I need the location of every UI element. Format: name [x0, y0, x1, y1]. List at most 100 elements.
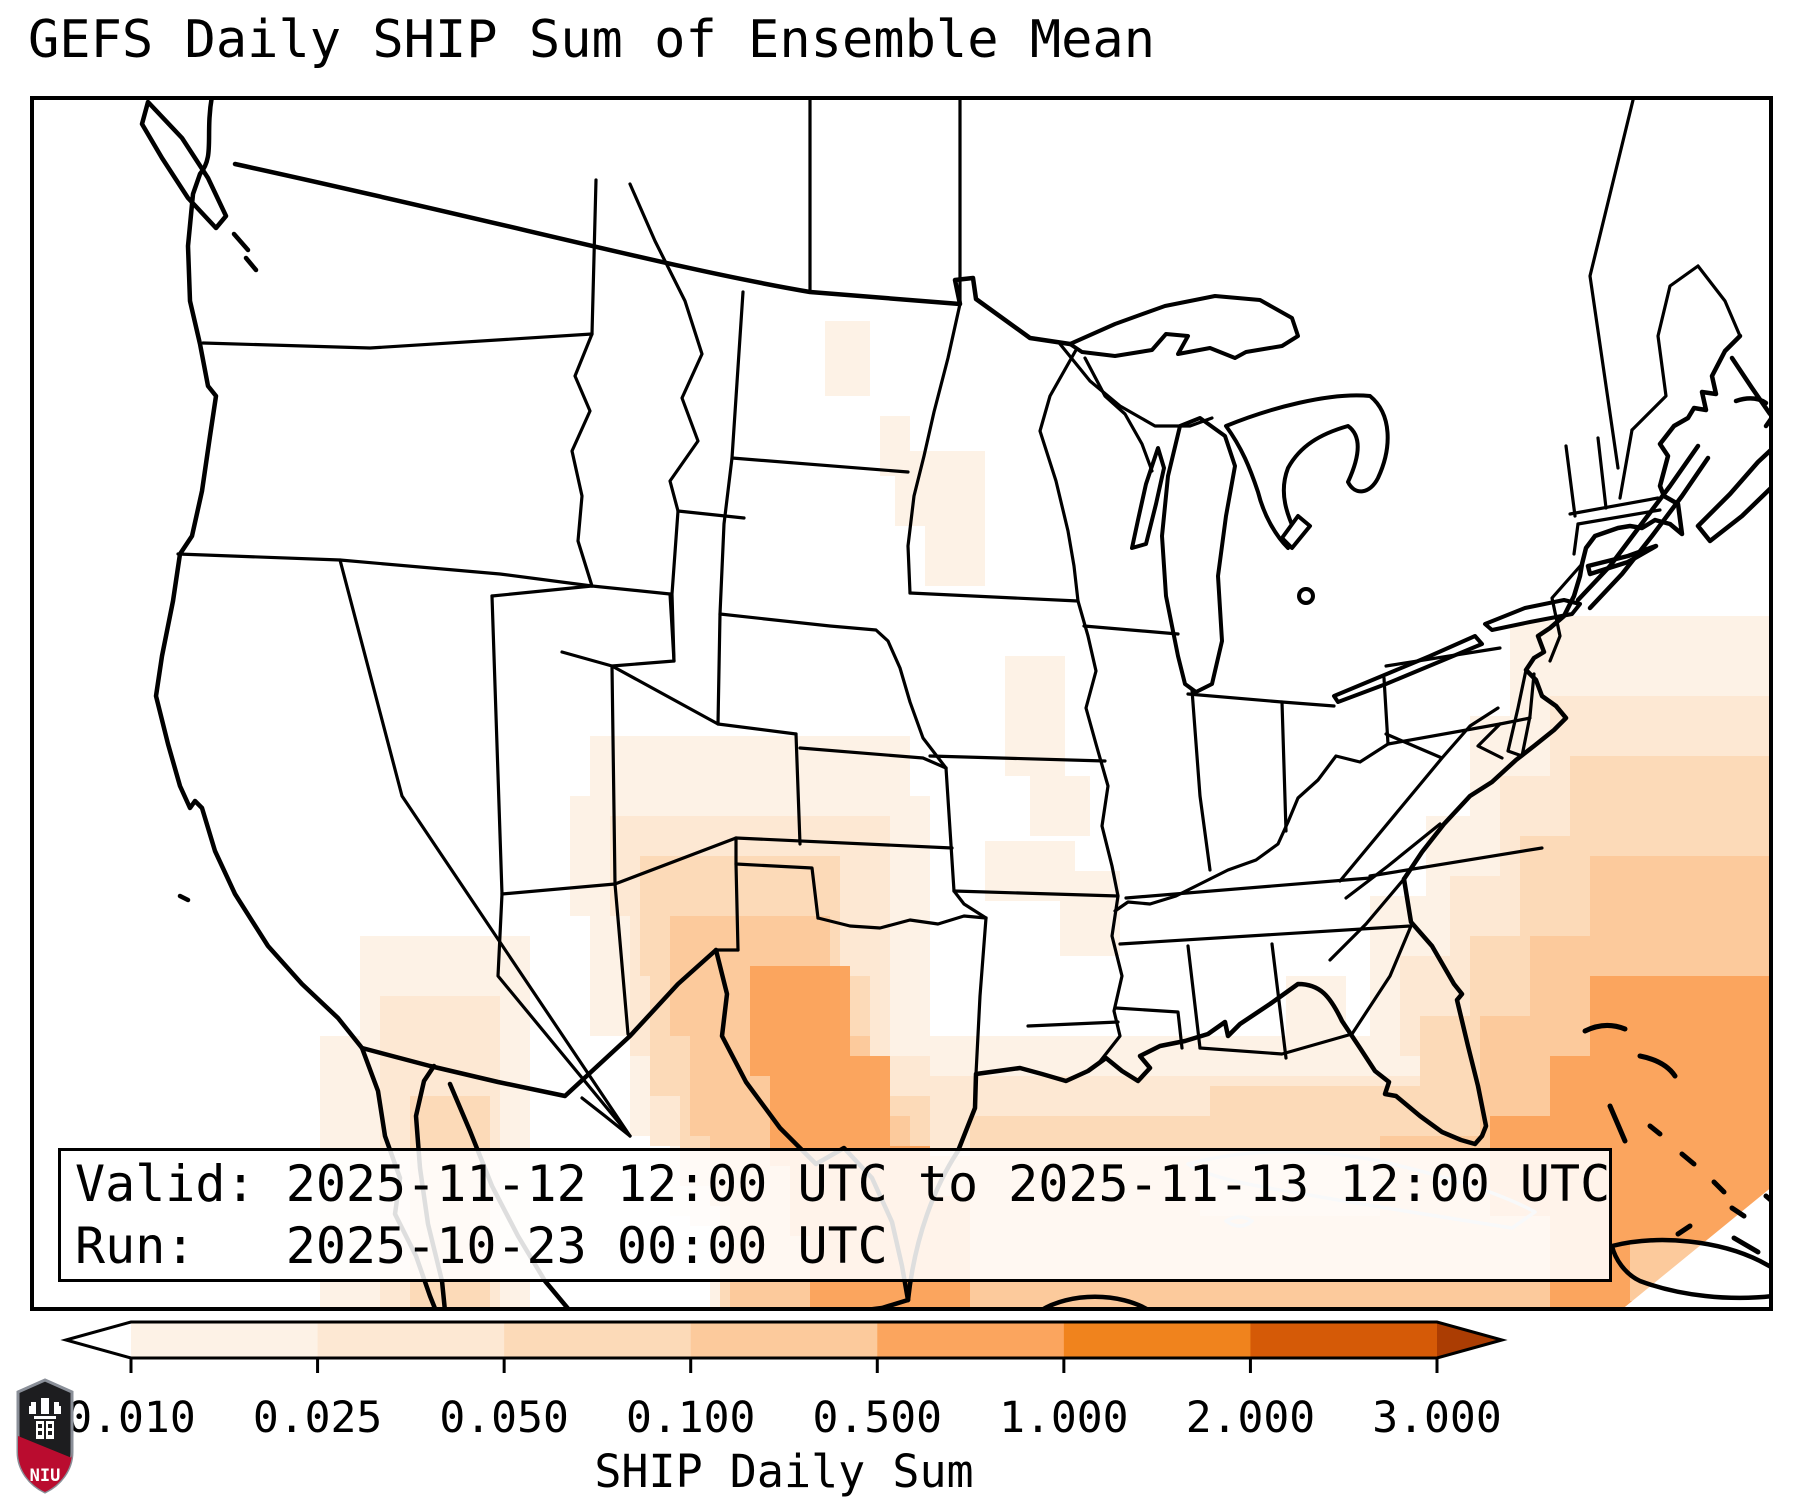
border-mn-ia: [908, 591, 1080, 603]
border-wa-id: [590, 178, 598, 336]
heat-cell: [1060, 871, 1120, 956]
border-42n: [176, 552, 594, 588]
heat-cell: [825, 321, 870, 396]
colorbar-segment: [1250, 1322, 1438, 1358]
border-mn-north: [974, 297, 1072, 346]
colorbar-tick-labels: 0.010 0.025 0.050 0.100 0.500 1.000 2.000 3.000: [0, 1393, 1803, 1443]
great-lakes: [1068, 294, 1582, 704]
border-mississippi-river: [1076, 599, 1124, 1066]
border-in-oh: [1280, 700, 1288, 833]
border-mo-west: [944, 766, 956, 893]
border-nj-delaware-river: [1548, 562, 1584, 663]
colorbar-segment: [690, 1322, 878, 1358]
shield-red-band: [18, 1436, 72, 1492]
colorbar-tick-label: 0.050: [439, 1393, 569, 1443]
border-ky-tn: [1124, 876, 1372, 900]
colorbar-tick-label: 0.025: [252, 1393, 383, 1443]
bay-of-fundy-nb: [1729, 355, 1773, 417]
border-ms-al: [1186, 944, 1202, 1050]
info-box: Valid: 2025-11-12 12:00 UTC to 2025-11-1…: [58, 1148, 1612, 1282]
heat-cell: [1030, 776, 1090, 836]
colorbar-tick-label: 0.500: [812, 1393, 942, 1443]
border-ar-la-33n: [1026, 1020, 1120, 1028]
border-la-ms: [1114, 1006, 1184, 1050]
border-potomac: [1476, 722, 1504, 760]
plot-title: GEFS Daily SHIP Sum of Ensemble Mean: [28, 10, 1156, 70]
prince-edward-island: [1733, 396, 1769, 406]
lake-ontario: [1483, 598, 1582, 632]
border-tn-35n: [1118, 924, 1412, 946]
border-nd-mn-red-river: [906, 302, 962, 595]
heat-cell: [1005, 656, 1065, 776]
colorbar-under-arrow: [66, 1322, 131, 1358]
border-il-in: [1190, 688, 1212, 872]
border-wa-or: [201, 332, 594, 350]
yucatan-tip: [1037, 1294, 1153, 1311]
colorbar-segment: [131, 1322, 319, 1358]
colorbar-segment: [504, 1322, 692, 1358]
colorbar-tick-label: 1.000: [999, 1393, 1129, 1443]
castle-icon: [29, 1398, 61, 1439]
border-wi-west: [1038, 348, 1080, 603]
border-tx-east: [974, 916, 988, 1076]
lake-huron: [1224, 393, 1390, 550]
border-or-id: [570, 332, 594, 588]
border-ny-vt: [1564, 444, 1577, 518]
pacific-coast: [153, 96, 365, 1051]
state-borders: [176, 96, 1742, 1138]
border-co-wy-41n: [560, 650, 798, 736]
colorbar-tick-label: 2.000: [1185, 1393, 1316, 1443]
green-bay: [1130, 446, 1166, 550]
border-wy-west: [670, 509, 680, 663]
border-ca-az: [580, 1096, 632, 1138]
colorbar-tick-label: 3.000: [1372, 1393, 1502, 1443]
border-al-fl-ga: [1198, 924, 1413, 1056]
border-nd-sd: [730, 456, 910, 474]
heat-cell: [880, 416, 910, 476]
colorbar-tick-label: 0.010: [66, 1393, 196, 1443]
lake-superior: [1068, 294, 1300, 360]
ohio-river: [1113, 742, 1390, 913]
colorbar-segment: [877, 1322, 1065, 1358]
border-al-ga: [1270, 942, 1288, 1060]
canada-border: [232, 161, 1073, 347]
us-mexico-border: [359, 947, 719, 1099]
nova-scotia: [1695, 413, 1773, 544]
colorbar-segments: [66, 1322, 1502, 1358]
colorbar-tick-label: 0.100: [625, 1393, 756, 1443]
border-id-mt: [628, 182, 704, 513]
chesapeake-bay: [1506, 668, 1536, 758]
border-az-nm: [613, 882, 630, 1036]
lake-michigan: [1160, 416, 1237, 694]
up-south-shore: [1058, 342, 1214, 428]
canadian-province-borders: [808, 96, 1636, 470]
border-nh-me: [1618, 428, 1634, 500]
border-nv-ut: [490, 594, 504, 896]
border-wi-il: [1082, 624, 1180, 636]
border-ks-ok-37n: [734, 836, 954, 850]
border-oh-pa: [1382, 676, 1390, 746]
border-ut-id: [490, 584, 672, 598]
st-lawrence-river: [1575, 443, 1711, 611]
border-ia-mo: [928, 754, 1107, 763]
vancouver-island: [139, 99, 259, 273]
niu-shield: NIU: [16, 1378, 74, 1494]
cuba-black-coast: [1609, 1237, 1773, 1301]
niu-logo-text: NIU: [30, 1466, 61, 1486]
border-ga-sc: [1328, 877, 1406, 962]
valid-time-text: Valid: 2025-11-12 12:00 UTC to 2025-11-1…: [75, 1155, 1611, 1213]
colorbar-ticks: [129, 1358, 1439, 1373]
border-me-qc: [1630, 264, 1742, 432]
border-mi-south: [1186, 692, 1336, 708]
map-frame: [30, 96, 1773, 1311]
border-mt-wy: [676, 509, 746, 520]
border-ma-south: [1576, 508, 1662, 526]
border-pa-ny: [1384, 646, 1502, 668]
projection-corner-mask: [1620, 1186, 1773, 1311]
border-ca-nv: [338, 558, 632, 1138]
border-vt-nh: [1596, 436, 1608, 510]
forecast-map: [30, 96, 1773, 1311]
border-104w-column: [716, 290, 745, 726]
colorbar-zone: 0.010 0.025 0.050 0.100 0.500 1.000 2.000 3.000…: [0, 1315, 1803, 1500]
lake-erie: [1332, 634, 1484, 704]
